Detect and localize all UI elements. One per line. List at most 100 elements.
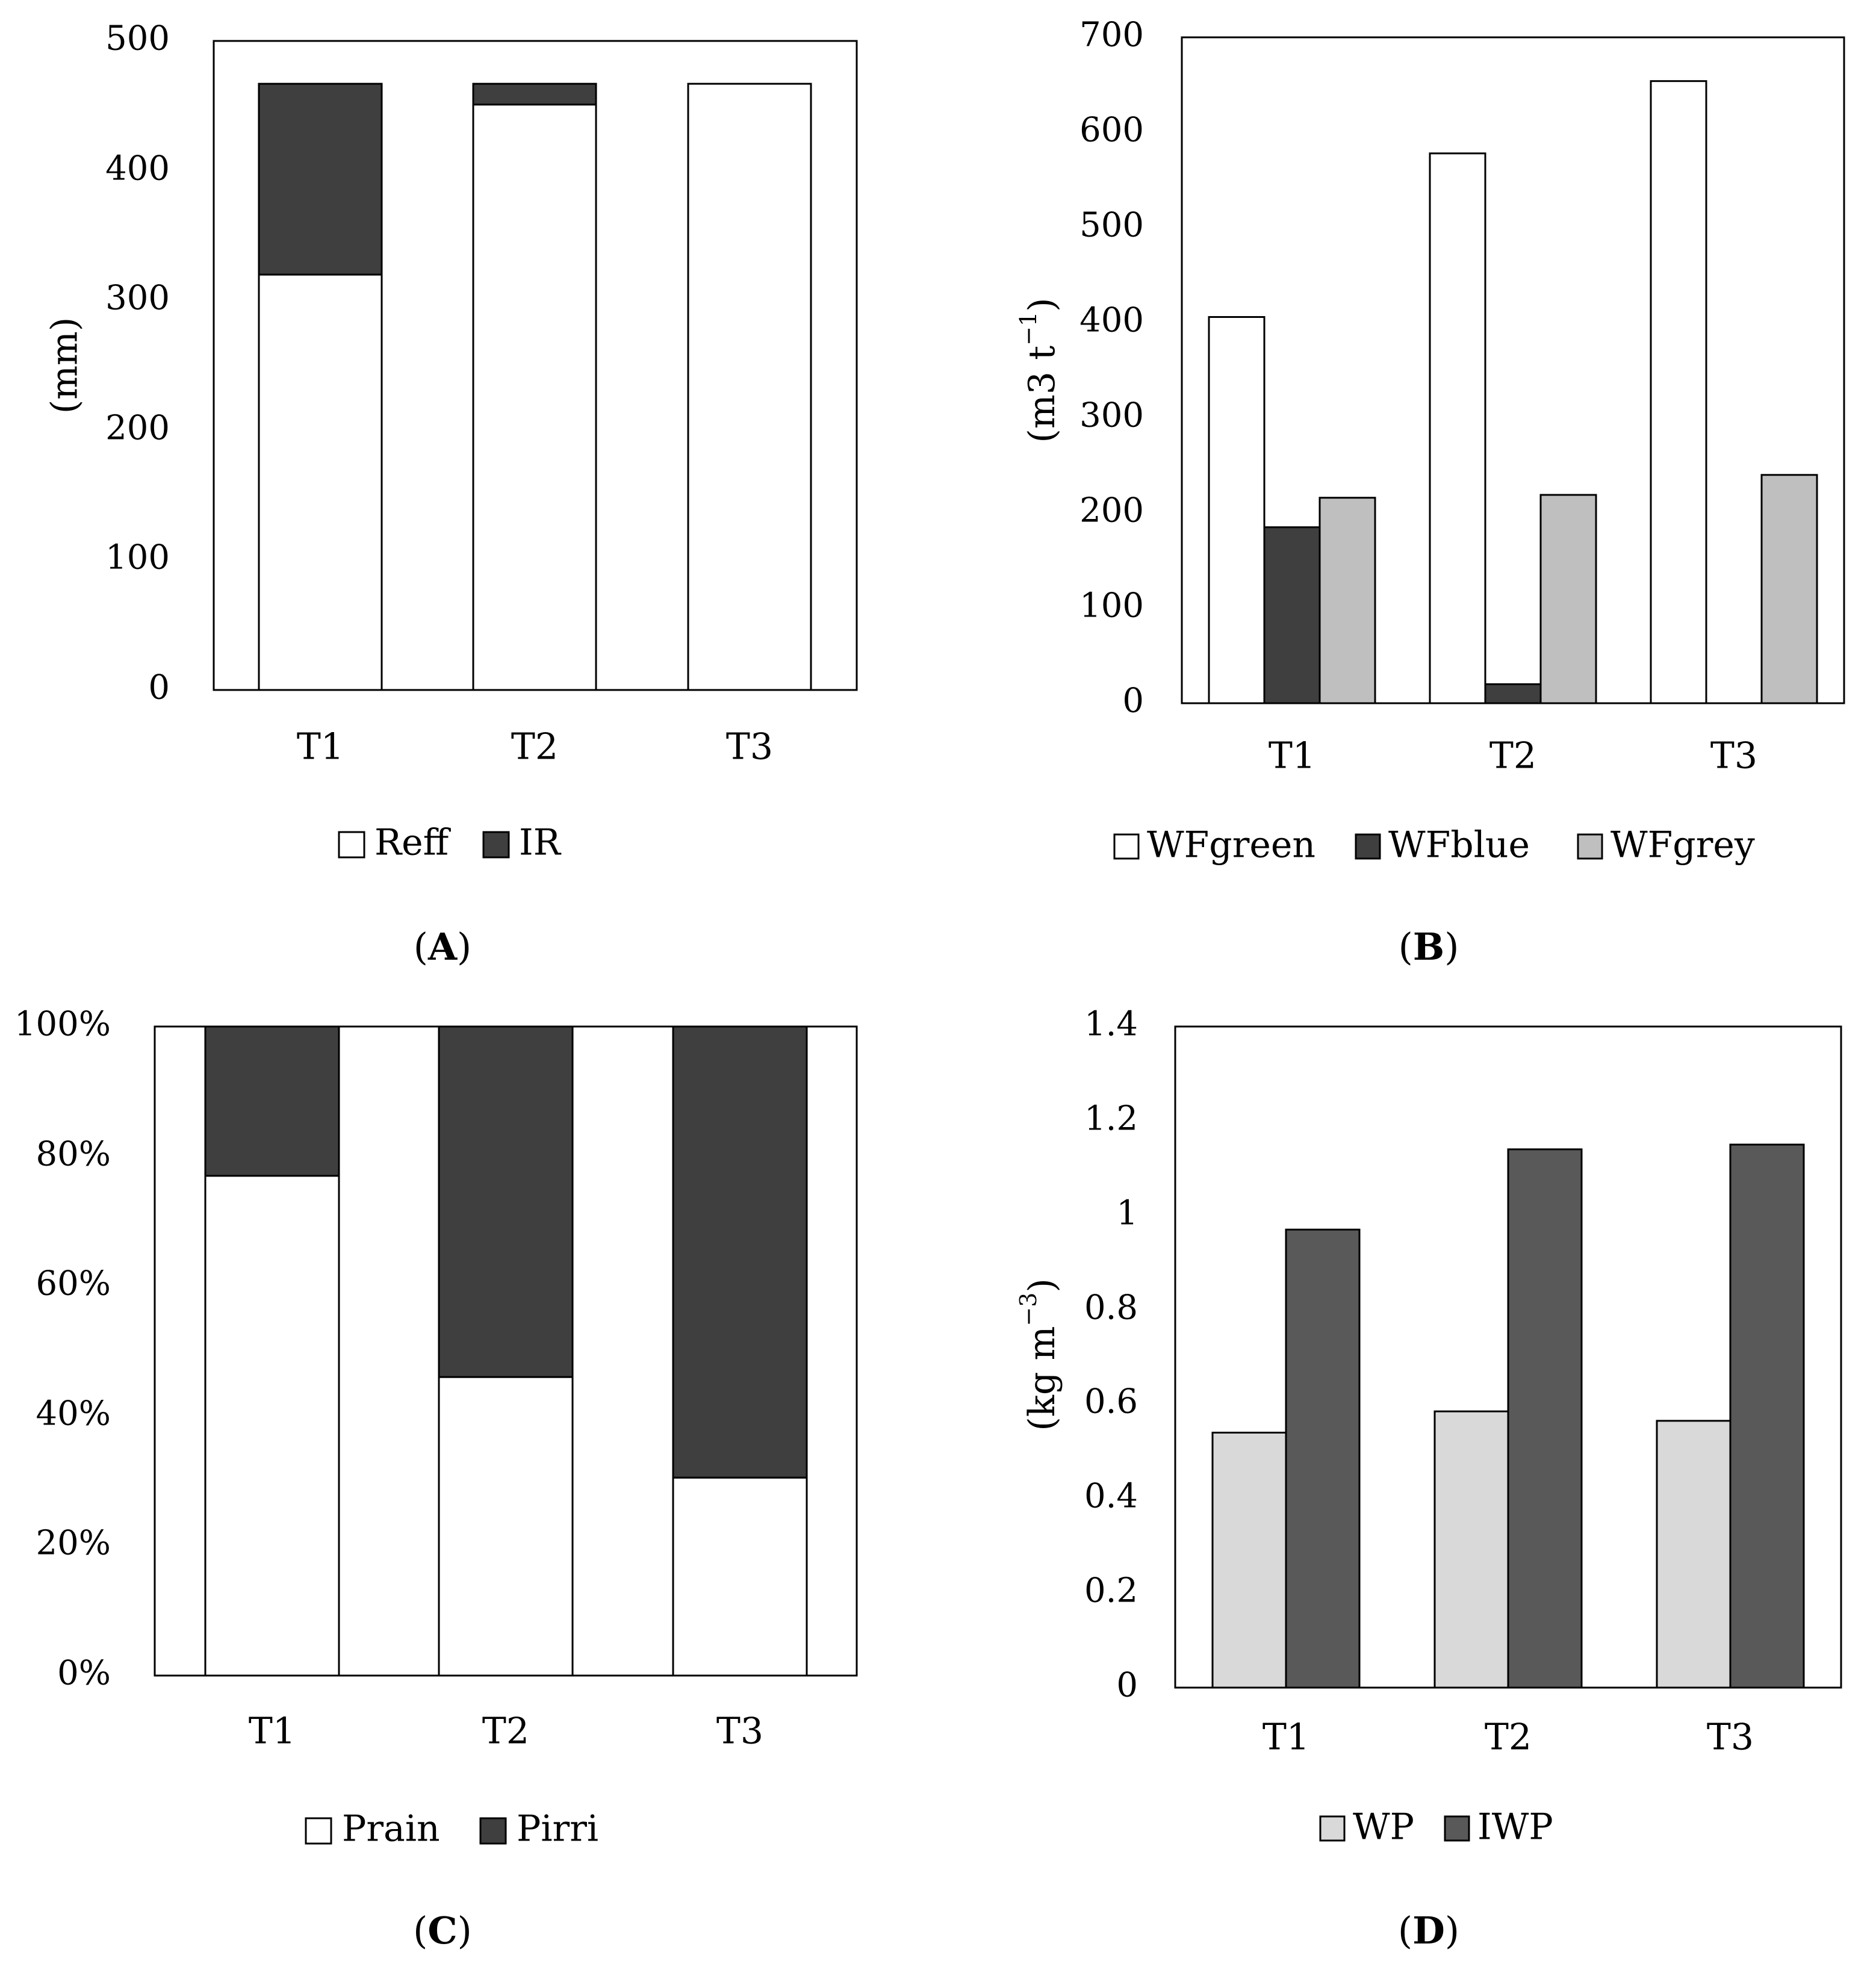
panel-d-ytick-2: 0.4 (1084, 1477, 1138, 1516)
panel-b-ylabel-end: ) (1021, 297, 1063, 311)
panel-d-legend-label-iwp: IWP (1477, 1806, 1553, 1848)
panel-a-legend-label-ir: IR (519, 822, 562, 864)
panel-c-xlabel-t2: T2 (482, 1710, 529, 1753)
panel-a-ytick-4: 400 (105, 149, 170, 188)
panel-a-xlabel-t1: T1 (297, 726, 344, 768)
panel-b-legend-swatch-wfgreen (1113, 833, 1140, 860)
panel-d-ytick-6: 1.2 (1084, 1099, 1138, 1139)
panel-b-bar-t3-wfgreen (1650, 80, 1707, 704)
panel-b-bar-t1-wfblue (1263, 526, 1321, 704)
panel-d-bar-t2-wp (1433, 1410, 1509, 1689)
panel-b-ytick-7: 700 (1079, 16, 1144, 55)
panel-a-xlabel-t2: T2 (511, 726, 558, 768)
panel-c-bar-t2-pirri (438, 1025, 574, 1378)
panel-d-label-letter: D (1412, 1909, 1445, 1953)
panel-a-label: (A) (414, 925, 472, 969)
panel-a-ytick-5: 500 (105, 19, 170, 58)
panel-c-bar-t1-pirri (204, 1025, 340, 1177)
panel-a-bar-t1-reff (258, 273, 383, 691)
panel-c-legend: Prain Pirri (305, 1808, 598, 1850)
panel-a-x-labels: T1 T2 T3 (297, 726, 773, 768)
panel-a-legend-swatch-ir (482, 831, 510, 859)
panel-b-xlabel-t2: T2 (1489, 735, 1536, 777)
panel-d-legend-label-wp: WP (1353, 1806, 1414, 1848)
panel-b-x-labels: T1 T2 T3 (1269, 735, 1757, 777)
panel-b-bar-t1-wfgrey (1318, 497, 1376, 704)
panel-d-legend-swatch-iwp (1444, 1815, 1470, 1842)
panel-d-xlabel-t1: T1 (1263, 1717, 1309, 1759)
panel-b-legend: WFgreen WFblue WFgrey (1113, 824, 1755, 866)
panel-d-ylabel-base: (kg m (1021, 1326, 1063, 1431)
panel-c-xlabel-t3: T3 (716, 1710, 763, 1753)
panel-c-legend-swatch-pirri (479, 1817, 507, 1845)
panel-c-label-letter: C (427, 1909, 457, 1953)
panel-d-ylabel-end: ) (1021, 1278, 1063, 1292)
panel-a-bar-t3-reff (687, 82, 812, 691)
panel-a-ytick-2: 200 (105, 409, 170, 448)
panel-b-ytick-2: 200 (1079, 491, 1144, 530)
panel-c-y-ticks: 0% 20% 40% 60% 80% 100% (14, 1005, 111, 1693)
panel-b-bars (1208, 80, 1818, 704)
panel-b-ylabel-sup: −1 (1015, 312, 1042, 346)
panel-d-xlabel-t3: T3 (1707, 1717, 1754, 1759)
panel-d-xlabel-t2: T2 (1485, 1717, 1532, 1759)
panel-d-ytick-4: 0.8 (1084, 1288, 1138, 1328)
panel-d-ytick-5: 1 (1116, 1194, 1138, 1233)
panel-b-bar-t2-wfblue (1484, 683, 1542, 704)
panel-c-bar-t3-prain (672, 1476, 808, 1677)
panel-a-legend-label-reff: Reff (374, 822, 452, 864)
panel-c: 0% 20% 40% 60% 80% 100% T1 T2 T3 Prain P… (14, 1005, 858, 1953)
panel-a-bars (258, 82, 812, 691)
panel-c-ytick-1: 20% (36, 1524, 111, 1563)
panel-d: 0 0.2 0.4 0.6 0.8 1 1.2 1.4 (kg m−3) T1 … (1015, 1005, 1842, 1953)
panel-c-ytick-2: 40% (36, 1394, 111, 1434)
panel-b: 0 100 200 300 400 500 600 700 (m3 t−1) T… (1015, 16, 1845, 969)
panel-b-label-open: ( (1399, 925, 1413, 969)
panel-b-ytick-5: 500 (1079, 206, 1144, 245)
panel-a-ytick-0: 0 (148, 668, 170, 707)
panel-d-label-open: ( (1398, 1909, 1412, 1953)
panel-d-legend: WP IWP (1319, 1806, 1553, 1848)
panel-c-label-open: ( (413, 1909, 427, 1953)
panel-b-y-axis-label: (m3 t−1) (1015, 297, 1063, 443)
panel-b-bar-t1-wfgreen (1208, 316, 1266, 704)
panel-d-ylabel-sup: −3 (1015, 1293, 1042, 1326)
panel-c-ytick-4: 80% (36, 1135, 111, 1174)
panel-a-label-letter: A (427, 925, 458, 969)
panel-b-bar-t3-wfgrey (1760, 474, 1818, 704)
panel-a-legend-swatch-reff (338, 831, 365, 859)
panel-a-y-ticks: 0 100 200 300 400 500 (105, 19, 170, 707)
panel-c-legend-swatch-prain (305, 1817, 332, 1845)
panel-b-xlabel-t3: T3 (1710, 735, 1757, 777)
panel-b-label-letter: B (1413, 925, 1444, 969)
panel-c-bars (204, 1025, 808, 1677)
panel-d-legend-swatch-wp (1319, 1815, 1346, 1842)
panel-b-ytick-1: 100 (1079, 586, 1144, 626)
panel-d-bar-t1-wp (1211, 1431, 1287, 1689)
panel-c-ytick-5: 100% (14, 1005, 111, 1044)
panel-b-ytick-0: 0 (1122, 682, 1144, 721)
panel-a-bar-t1-ir (258, 82, 383, 276)
panel-d-ytick-0: 0 (1116, 1666, 1138, 1705)
panel-d-bar-t3-wp (1656, 1420, 1732, 1689)
panel-c-legend-label-prain: Prain (342, 1808, 440, 1850)
panel-d-ytick-1: 0.2 (1084, 1571, 1138, 1611)
panel-d-bar-t2-iwp (1507, 1148, 1583, 1689)
panel-a-ytick-3: 300 (105, 279, 170, 318)
panel-d-y-ticks: 0 0.2 0.4 0.6 0.8 1 1.2 1.4 (1084, 1005, 1138, 1705)
panel-b-bar-t2-wfgrey (1539, 494, 1597, 704)
panel-d-x-labels: T1 T2 T3 (1263, 1717, 1754, 1759)
panel-c-bar-t3-pirri (672, 1025, 808, 1479)
panel-b-legend-label-wfgreen: WFgreen (1147, 824, 1315, 866)
panel-c-bar-t1-prain (204, 1175, 340, 1677)
panel-d-y-axis-label: (kg m−3) (1015, 1278, 1063, 1431)
panel-b-ytick-4: 400 (1079, 301, 1144, 340)
panel-a-xlabel-t3: T3 (726, 726, 773, 768)
panel-b-bar-t2-wfgreen (1429, 152, 1486, 704)
panel-a-legend: Reff IR (338, 822, 562, 864)
panel-d-bars (1211, 1143, 1805, 1689)
panel-a-ytick-1: 100 (105, 538, 170, 577)
panel-a-label-close: ) (457, 925, 471, 969)
panel-b-legend-label-wfblue: WFblue (1388, 824, 1530, 866)
